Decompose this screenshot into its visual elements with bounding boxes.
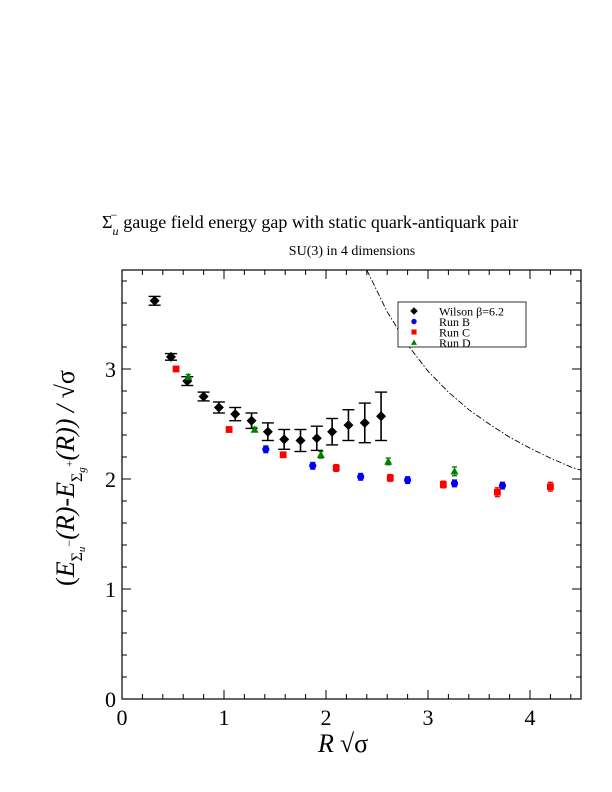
y-tick-label: 2 bbox=[105, 467, 116, 492]
data-point bbox=[149, 295, 160, 306]
data-marks bbox=[148, 295, 554, 498]
legend-label: Run C bbox=[439, 326, 470, 340]
x-tick-label: 4 bbox=[525, 705, 536, 730]
reference-curve-layer bbox=[366, 270, 581, 471]
data-point bbox=[357, 473, 365, 481]
title-symbol: Σ bbox=[102, 212, 112, 232]
data-point bbox=[316, 450, 325, 458]
legend-marker bbox=[411, 318, 417, 325]
y-label-sub1-sup: − bbox=[62, 540, 76, 547]
data-point bbox=[386, 474, 394, 482]
y-tick-label: 1 bbox=[105, 577, 116, 602]
y-label-sub2-sub: g bbox=[76, 467, 88, 473]
data-point bbox=[250, 425, 259, 433]
legend-label: Wilson β=6.2 bbox=[439, 305, 504, 319]
x-tick-label: 3 bbox=[423, 705, 434, 730]
legend-marker bbox=[411, 339, 417, 345]
data-point bbox=[547, 483, 554, 491]
legend-marker bbox=[411, 329, 417, 335]
data-point bbox=[172, 365, 180, 373]
x-tick-label: 1 bbox=[219, 705, 230, 730]
axis-ticks bbox=[121, 270, 581, 700]
data-point bbox=[184, 372, 193, 380]
data-point bbox=[279, 434, 290, 445]
legend-label: Run D bbox=[439, 336, 471, 350]
data-point bbox=[384, 457, 393, 465]
data-point bbox=[376, 411, 387, 422]
y-label-sub1-main: Σ bbox=[69, 552, 86, 561]
data-point bbox=[262, 445, 270, 453]
legend-box bbox=[397, 301, 527, 348]
series-run-d bbox=[184, 372, 459, 477]
x-axis-label-sqrt: √σ bbox=[340, 729, 368, 758]
data-point bbox=[498, 482, 507, 490]
y-label-e1: E bbox=[51, 561, 80, 578]
y-label-close: (R)) / bbox=[51, 398, 80, 460]
y-label-sub2-main: Σ bbox=[69, 473, 86, 482]
title-sup: − bbox=[110, 208, 117, 222]
data-point bbox=[246, 415, 257, 426]
data-point bbox=[439, 481, 447, 488]
data-point bbox=[450, 467, 459, 475]
y-axis-label: (EΣu−(R)-EΣg+(R)) / √σ bbox=[51, 370, 88, 586]
data-point bbox=[198, 391, 209, 402]
x-axis-label-main: R bbox=[317, 729, 334, 758]
legend-marker bbox=[410, 307, 418, 315]
title-text: gauge field energy gap with static quark… bbox=[123, 212, 518, 232]
title-sub: u bbox=[112, 224, 118, 238]
x-tick-label: 0 bbox=[117, 705, 128, 730]
data-point bbox=[165, 351, 176, 362]
y-label-sqrt: √σ bbox=[51, 370, 80, 398]
data-point bbox=[262, 426, 273, 437]
legend-label: Run B bbox=[439, 315, 470, 329]
y-label-e2: E bbox=[51, 482, 80, 499]
chart-title: Σu − gauge field energy gap with static qu… bbox=[102, 208, 518, 238]
data-point bbox=[225, 426, 233, 433]
data-point bbox=[327, 426, 338, 437]
plot-frame bbox=[121, 269, 582, 700]
data-point bbox=[295, 435, 306, 446]
x-tick-label: 2 bbox=[321, 705, 332, 730]
y-label-open: ( bbox=[51, 577, 80, 586]
series-wilson-6-2 bbox=[148, 295, 388, 453]
series-run-c bbox=[172, 365, 554, 498]
data-point bbox=[359, 417, 370, 428]
reference-curve bbox=[366, 270, 581, 471]
y-tick-label: 3 bbox=[105, 357, 116, 382]
y-label-sub2-sup: + bbox=[62, 460, 76, 467]
series-run-b bbox=[262, 445, 507, 490]
data-point bbox=[343, 420, 354, 431]
data-point bbox=[404, 476, 412, 484]
data-point bbox=[279, 451, 287, 459]
data-point bbox=[230, 409, 241, 420]
data-point bbox=[213, 402, 224, 413]
data-point bbox=[309, 462, 317, 470]
chart-subtitle: SU(3) in 4 dimensions bbox=[289, 244, 415, 259]
data-point bbox=[311, 433, 322, 444]
axis-tick-labels: 0 1 2 3 4 0 1 2 3 bbox=[105, 357, 536, 730]
data-point bbox=[493, 488, 501, 496]
data-point bbox=[332, 464, 340, 472]
x-axis-label: R √σ bbox=[317, 729, 368, 758]
y-label-mid: (R)- bbox=[51, 498, 80, 540]
data-point bbox=[450, 479, 459, 487]
y-tick-label: 0 bbox=[105, 687, 116, 712]
y-label-sub1-sub: u bbox=[76, 546, 88, 552]
